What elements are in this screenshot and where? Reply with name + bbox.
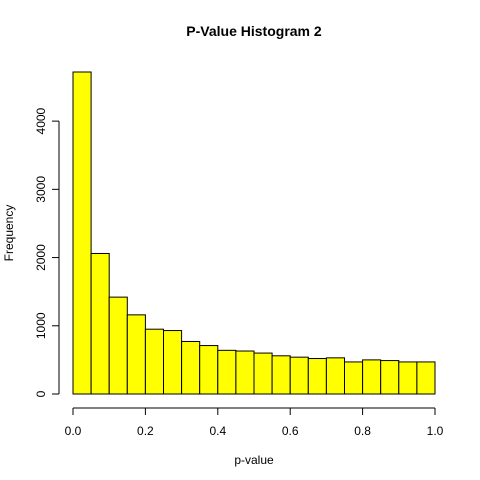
histogram-bar bbox=[163, 330, 183, 395]
histogram-bar bbox=[126, 314, 146, 395]
histogram-bar bbox=[181, 340, 201, 395]
x-tick-label: 0.6 bbox=[282, 424, 299, 438]
y-axis: 0 1000 2000 3000 4000 bbox=[34, 107, 60, 397]
histogram-bar bbox=[380, 360, 400, 395]
y-tick-label: 0 bbox=[34, 390, 48, 397]
bars-group bbox=[72, 71, 436, 395]
x-tick-label: 0.2 bbox=[137, 424, 154, 438]
x-tick-label: 1.0 bbox=[427, 424, 444, 438]
histogram-bar bbox=[72, 71, 92, 395]
x-tick-label: 0.8 bbox=[354, 424, 371, 438]
histogram-bar bbox=[235, 350, 255, 395]
x-tick-label: 0.0 bbox=[65, 424, 82, 438]
histogram-bar bbox=[144, 328, 164, 395]
histogram-bar bbox=[307, 358, 327, 395]
histogram-bar bbox=[416, 361, 436, 395]
x-tick-label: 0.4 bbox=[209, 424, 226, 438]
y-tick-label: 2000 bbox=[34, 244, 48, 271]
histogram-bar bbox=[362, 359, 382, 395]
histogram-bar bbox=[90, 252, 110, 395]
y-tick-label: 3000 bbox=[34, 176, 48, 203]
histogram-bar bbox=[217, 349, 237, 395]
x-axis: 0.0 0.2 0.4 0.6 0.8 1.0 bbox=[65, 407, 444, 438]
histogram-bar bbox=[398, 361, 418, 395]
histogram-bar bbox=[199, 345, 219, 395]
x-axis-label: p-value bbox=[234, 453, 274, 467]
histogram-bar bbox=[271, 355, 291, 395]
y-tick-label: 1000 bbox=[34, 312, 48, 339]
histogram-bar bbox=[344, 361, 364, 395]
y-tick-label: 4000 bbox=[34, 107, 48, 134]
chart-title: P-Value Histogram 2 bbox=[186, 23, 322, 39]
y-axis-label: Frequency bbox=[2, 205, 16, 262]
histogram-bar bbox=[325, 357, 345, 395]
histogram-bar bbox=[108, 296, 128, 395]
histogram-bar bbox=[253, 352, 273, 395]
histogram-bar bbox=[289, 356, 309, 395]
